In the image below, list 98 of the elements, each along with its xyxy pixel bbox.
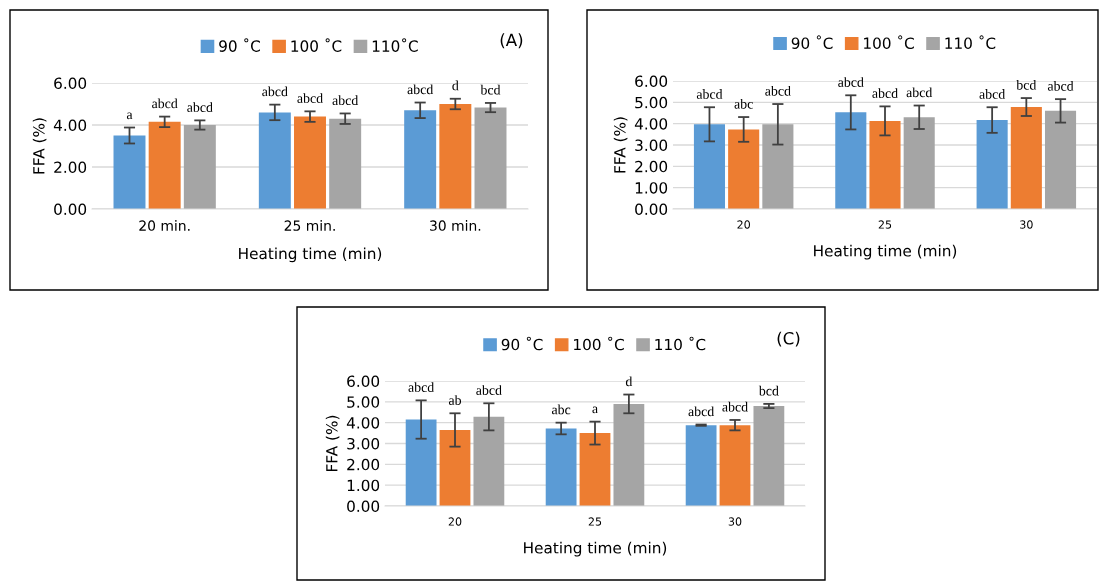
bar <box>1010 107 1042 209</box>
data-label: abcd <box>688 406 715 417</box>
y-tick-label: 4.00 <box>634 118 668 130</box>
data-label: abcd <box>152 98 178 109</box>
legend-label: 90 ˚C <box>501 336 543 351</box>
bar <box>405 419 437 506</box>
bar <box>719 425 751 506</box>
bar <box>753 406 785 506</box>
data-label: abcd <box>407 84 434 95</box>
y-tick-label: 6.00 <box>635 75 668 88</box>
bar <box>579 433 611 506</box>
data-label: abcd <box>262 86 288 97</box>
x-axis-title: Heating time (min) <box>814 244 957 260</box>
text: (C) <box>777 331 800 347</box>
x-tick-label: 25 <box>878 220 892 229</box>
y-axis-title: FFA (%) <box>613 117 628 173</box>
y-tick-label: 6.00 <box>54 77 87 90</box>
y-tick-label: 3.00 <box>635 139 668 152</box>
bar <box>439 104 472 209</box>
legend-label: 90 ˚C <box>791 35 833 49</box>
y-tick-label: 2.00 <box>635 160 668 173</box>
bar <box>1044 110 1077 209</box>
x-axis-title: Heating time (min) <box>524 541 667 557</box>
bar <box>148 121 181 209</box>
data-label: abcd <box>297 93 323 103</box>
bar <box>294 116 326 209</box>
x-tick-label: 30 <box>1020 220 1033 229</box>
data-label: abcd <box>1047 80 1074 91</box>
data-label: abcd <box>408 382 435 392</box>
y-tick-label: 4.00 <box>53 119 87 132</box>
y-axis-title: FFA (%) <box>325 415 340 471</box>
x-tick-label: 30 min. <box>430 220 481 231</box>
data-label: abc <box>551 404 571 415</box>
data-label: abcd <box>838 77 864 87</box>
legend-label: 100 ˚C <box>574 336 624 351</box>
x-tick-label: 20 <box>448 517 462 526</box>
bar <box>762 124 794 209</box>
y-tick-label: 5.00 <box>347 396 380 408</box>
data-label: abcd <box>722 401 748 412</box>
data-label: bcd <box>1016 79 1037 90</box>
y-axis-title: FFA (%) <box>32 118 47 174</box>
legend-label: 100 ˚C <box>864 35 914 49</box>
bar <box>473 416 505 506</box>
bar <box>728 129 760 209</box>
data-label: abcd <box>765 85 791 96</box>
y-tick-label: 4.00 <box>346 417 380 429</box>
data-label: abcd <box>332 95 359 106</box>
y-tick-label: 2.00 <box>54 161 87 174</box>
bar <box>545 428 577 506</box>
y-tick-label: 1.00 <box>347 479 380 492</box>
data-label: d <box>452 80 459 91</box>
legend-label: 90 ˚C <box>219 38 260 52</box>
y-tick-label: 6.00 <box>347 375 380 388</box>
y-tick-label: 2.00 <box>347 458 380 471</box>
y-tick-label: 1.00 <box>635 182 668 194</box>
x-tick-label: 20 min. <box>139 220 190 231</box>
data-label: a <box>592 406 598 414</box>
data-label: bcd <box>758 385 779 396</box>
bar <box>685 425 717 506</box>
bar <box>183 125 216 209</box>
bar <box>976 120 1008 209</box>
data-label: abcd <box>906 87 933 98</box>
bar <box>693 124 726 209</box>
bar <box>869 120 901 209</box>
bar <box>474 107 507 209</box>
x-tick-label: 25 <box>588 517 602 526</box>
data-label: bcd <box>480 84 501 95</box>
data-label: abcd <box>476 385 502 395</box>
data-label: abcd <box>187 102 213 112</box>
data-label: ab <box>448 395 462 405</box>
text: (A) <box>500 33 523 49</box>
x-tick-label: 20 <box>737 220 750 229</box>
data-label: d <box>625 376 633 387</box>
y-tick-label: 0.00 <box>54 203 87 216</box>
data-label: a <box>126 112 133 120</box>
legend-label: 110 ˚C <box>945 35 996 49</box>
bar <box>258 112 291 209</box>
y-tick-label: 5.00 <box>635 96 668 109</box>
bar <box>903 117 935 209</box>
data-label: abcd <box>872 88 898 99</box>
x-tick-label: 30 <box>728 517 742 526</box>
y-tick-label: 3.00 <box>347 437 380 450</box>
bar <box>613 403 645 506</box>
bar <box>329 118 362 209</box>
legend-label: 110 ˚C <box>655 336 706 351</box>
x-tick-label: 25 min. <box>284 220 335 231</box>
bar <box>835 112 867 209</box>
bar <box>439 429 471 506</box>
x-axis-title: Heating time (min) <box>239 247 382 263</box>
data-label: abcd <box>979 89 1006 99</box>
y-tick-label: 0.00 <box>635 203 668 216</box>
bar <box>113 135 146 209</box>
data-label: abcd <box>696 89 723 99</box>
legend-label: 100 ˚C <box>291 38 342 52</box>
data-label: abc <box>734 98 753 109</box>
legend-label: 110˚C <box>372 38 418 52</box>
y-tick-label: 0.00 <box>347 500 380 513</box>
bar <box>404 110 437 209</box>
